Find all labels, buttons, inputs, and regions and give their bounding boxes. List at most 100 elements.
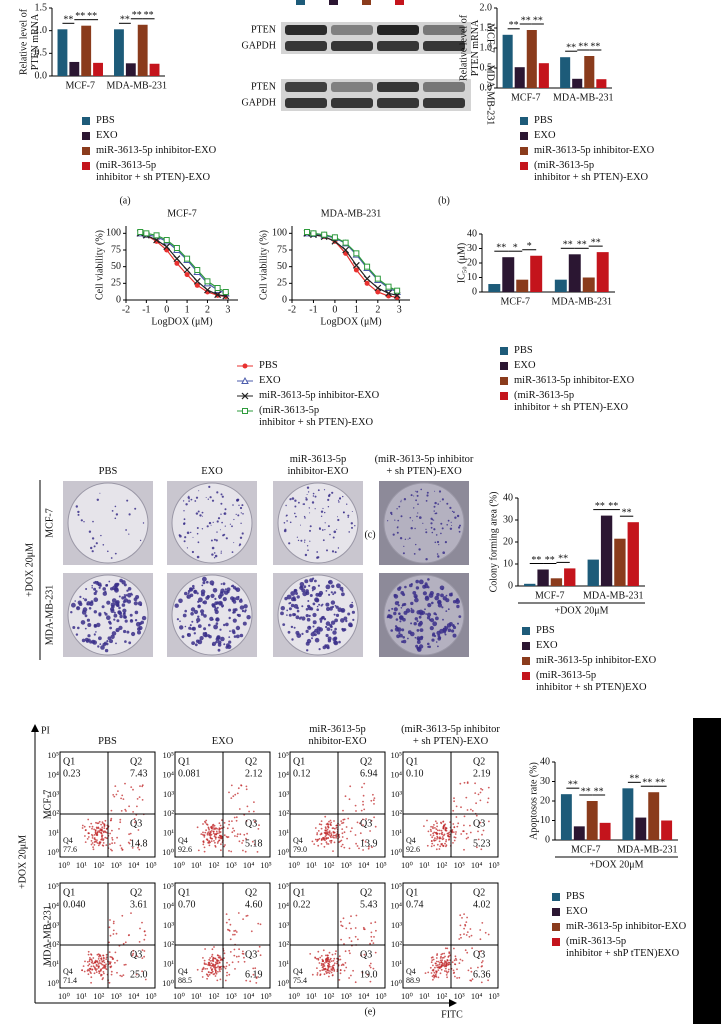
event-dot xyxy=(210,968,213,971)
event-dot xyxy=(432,978,434,981)
colony xyxy=(228,640,232,644)
colony xyxy=(103,611,106,614)
event-dot xyxy=(102,971,105,973)
bar xyxy=(600,515,613,586)
legend-label: PBS xyxy=(259,360,278,371)
x-tick-label: 10² xyxy=(436,991,448,1001)
colony xyxy=(210,539,213,542)
event-dot xyxy=(95,971,98,973)
colony xyxy=(443,631,447,634)
colony xyxy=(394,519,396,521)
legend-label: miR-3613-5p inhibitor-EXO xyxy=(566,921,687,932)
colony xyxy=(392,533,395,536)
y-axis-label: Cell viability (%) xyxy=(94,230,105,300)
event-dot xyxy=(429,828,432,831)
event-dot xyxy=(373,803,375,805)
colony xyxy=(439,500,441,502)
colony xyxy=(439,628,444,634)
colony xyxy=(197,600,200,603)
event-dot xyxy=(81,827,84,829)
significance-label: ** xyxy=(521,15,531,26)
event-dot xyxy=(97,963,100,965)
legend-swatch xyxy=(552,938,560,946)
y-tick-label: 10³ xyxy=(48,789,60,799)
event-dot xyxy=(445,974,448,976)
colony xyxy=(349,603,354,609)
x-tick-label: 10¹ xyxy=(306,860,318,870)
x-tick-label: 10⁵ xyxy=(375,991,387,1001)
event-dot xyxy=(90,981,92,984)
colony xyxy=(309,529,311,532)
event-dot xyxy=(444,947,447,950)
event-dot xyxy=(112,929,115,932)
colony xyxy=(312,492,315,495)
colony xyxy=(216,491,219,494)
colony xyxy=(328,493,331,496)
data-point xyxy=(352,261,360,269)
colony xyxy=(141,615,147,621)
colony xyxy=(74,600,76,602)
colony xyxy=(390,511,393,515)
event-dot xyxy=(445,844,448,847)
significance-label: ** xyxy=(655,778,665,789)
event-dot xyxy=(212,963,214,966)
y-tick-label: 10 xyxy=(467,272,477,283)
event-dot xyxy=(211,837,214,840)
event-dot xyxy=(458,962,461,964)
event-dot xyxy=(96,839,98,842)
event-dot xyxy=(330,971,333,974)
data-point xyxy=(222,289,229,295)
blot-strip xyxy=(281,22,471,38)
event-dot xyxy=(443,952,446,955)
event-dot xyxy=(442,834,445,837)
colony xyxy=(184,609,187,613)
x-tick-label: 10³ xyxy=(111,991,123,1001)
colony xyxy=(77,626,80,630)
event-dot xyxy=(93,841,96,843)
colony xyxy=(220,583,223,585)
event-dot xyxy=(113,842,116,844)
colony xyxy=(122,608,127,613)
legend-swatch xyxy=(500,362,508,370)
event-dot xyxy=(430,825,432,828)
colony xyxy=(311,637,313,640)
event-dot xyxy=(369,962,372,965)
colony xyxy=(323,489,326,491)
event-dot xyxy=(84,841,87,843)
event-dot xyxy=(122,942,125,945)
event-dot xyxy=(350,915,352,918)
event-dot xyxy=(217,970,219,973)
colony xyxy=(390,629,394,632)
colony xyxy=(206,525,209,528)
colony xyxy=(192,587,195,590)
colony xyxy=(410,494,413,497)
event-dot xyxy=(447,968,450,971)
event-dot xyxy=(329,970,331,972)
colony xyxy=(111,631,117,636)
event-dot xyxy=(474,782,476,785)
colony xyxy=(99,643,102,645)
event-dot xyxy=(238,808,241,810)
event-dot xyxy=(327,954,329,957)
event-dot xyxy=(109,832,111,835)
event-dot xyxy=(231,961,234,964)
event-dot xyxy=(121,794,124,797)
y-tick-label: 0 xyxy=(508,580,513,591)
colony xyxy=(232,618,237,623)
bar xyxy=(57,29,68,76)
significance-label: ** xyxy=(120,15,130,26)
event-dot xyxy=(250,930,253,933)
colony xyxy=(128,533,130,535)
event-dot xyxy=(98,972,101,975)
event-dot xyxy=(98,831,101,833)
colony xyxy=(426,494,429,497)
event-dot xyxy=(317,844,320,847)
event-dot xyxy=(460,833,463,835)
colony xyxy=(131,594,134,596)
bar xyxy=(114,29,124,76)
colony xyxy=(229,523,231,525)
event-dot xyxy=(228,791,230,794)
event-dot xyxy=(454,963,456,965)
event-dot xyxy=(317,957,320,960)
colony xyxy=(125,594,128,597)
